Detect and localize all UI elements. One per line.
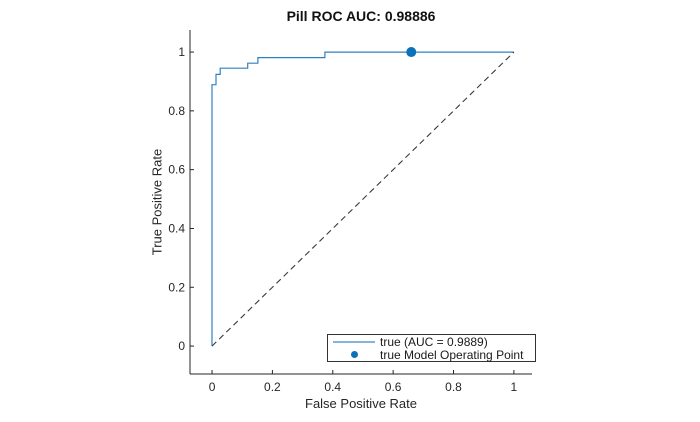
legend: true (AUC = 0.9889) true Model Operating…	[327, 334, 536, 362]
legend-entry-operating-point: true Model Operating Point	[328, 347, 535, 362]
x-axis-label: False Positive Rate	[305, 396, 417, 411]
legend-entry-roc-line: true (AUC = 0.9889)	[328, 334, 535, 349]
model-operating-point-marker	[406, 47, 417, 58]
legend-sample-cell	[328, 351, 380, 358]
x-tick-label: 0.8	[445, 380, 462, 394]
y-tick-label: 0.6	[168, 163, 185, 177]
legend-label-operating-point: true Model Operating Point	[380, 347, 524, 362]
operating-point-dot-icon	[350, 351, 358, 358]
legend-sample-cell	[328, 340, 380, 343]
x-tick-label: 1	[511, 380, 518, 394]
y-axis-label: True Positive Rate	[149, 148, 165, 256]
y-tick-label: 1	[178, 45, 185, 59]
x-tick-label: 0	[209, 380, 216, 394]
chance-diagonal-line	[211, 51, 515, 347]
legend-label-roc-line: true (AUC = 0.9889)	[380, 334, 488, 349]
roc-line-sample-icon	[333, 340, 375, 343]
y-tick-label: 0	[178, 339, 185, 353]
x-tick-label: 0.6	[385, 380, 402, 394]
y-tick-label: 0.8	[168, 104, 185, 118]
y-tick-label: 0.2	[168, 280, 185, 294]
x-tick-label: 0.2	[264, 380, 281, 394]
x-tick-label: 0.4	[324, 380, 341, 394]
y-tick-label: 0.4	[168, 221, 185, 235]
roc-curve-line	[211, 51, 514, 347]
chart-title: Pill ROC AUC: 0.98886	[286, 8, 436, 24]
